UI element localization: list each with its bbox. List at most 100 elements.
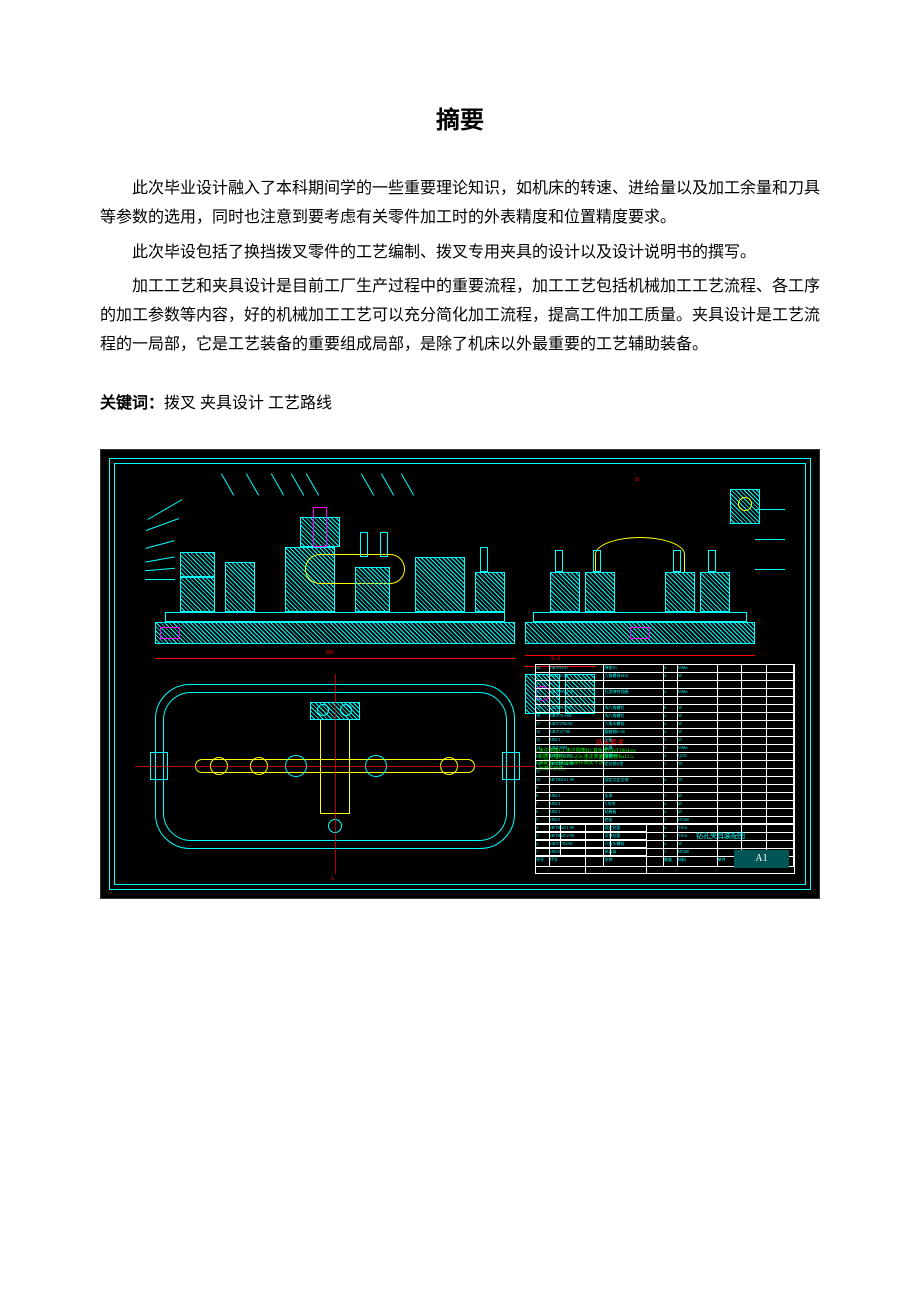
plan-tc2 bbox=[340, 704, 352, 716]
bom-cell: 15 bbox=[536, 737, 550, 744]
bom-cell: 垫圈10 bbox=[604, 753, 664, 760]
bom-cell bbox=[678, 769, 718, 776]
bom-cell: GB/T70.1-00 bbox=[550, 705, 605, 712]
bom-cell bbox=[718, 665, 743, 672]
bom-cell bbox=[604, 697, 664, 704]
bom-cell: 35 bbox=[678, 705, 718, 712]
bom-cell bbox=[550, 681, 605, 688]
view-side: B bbox=[525, 489, 755, 644]
bom-row: 9 bbox=[536, 785, 794, 793]
side-lead-2 bbox=[755, 539, 785, 540]
bom-cell: JJ82-1 bbox=[550, 737, 605, 744]
bom-cell bbox=[664, 697, 678, 704]
bom-cell: 2 bbox=[664, 713, 678, 720]
slot-l bbox=[160, 627, 180, 639]
bom-cell: 压板 bbox=[604, 737, 664, 744]
bom-cell: 内六角螺钉 bbox=[604, 713, 664, 720]
cad-frame-outer: 395 bbox=[109, 458, 811, 890]
tb-left-grid bbox=[536, 824, 646, 874]
side-bolt-4 bbox=[708, 550, 716, 572]
bom-cell: 2 bbox=[664, 801, 678, 808]
bom-cell bbox=[718, 681, 743, 688]
bom-cell: 35 bbox=[678, 721, 718, 728]
bom-cell: 1 bbox=[664, 761, 678, 768]
bom-cell: 4 bbox=[664, 753, 678, 760]
drawing-title: 钻孔夹具装配图 bbox=[647, 824, 794, 849]
bom-cell bbox=[678, 697, 718, 704]
bolt-2 bbox=[380, 532, 388, 557]
bom-cell: 六角头螺栓 bbox=[604, 721, 664, 728]
bom-cell: 2 bbox=[664, 689, 678, 696]
bom-cell bbox=[767, 673, 794, 680]
bom-cell: 11 bbox=[536, 769, 550, 776]
side-fork bbox=[595, 537, 685, 572]
bom-row: 21GB/T895.1-86孔用弹性挡圈265Mn bbox=[536, 689, 794, 697]
leader-11 bbox=[271, 473, 284, 495]
leader-9 bbox=[221, 473, 234, 495]
bom-cell bbox=[742, 737, 767, 744]
bom-cell: GB/T117-00 bbox=[550, 729, 605, 736]
bom-cell: 弹垫10 bbox=[604, 665, 664, 672]
bom-cell bbox=[767, 721, 794, 728]
side-lead-1 bbox=[755, 509, 785, 510]
abstract-para-3: 加工工艺和夹具设计是目前工厂生产过程中的重要流程，加工工艺包括机械加工工艺流程、… bbox=[100, 273, 820, 359]
bom-cell bbox=[678, 681, 718, 688]
bom-cell bbox=[742, 769, 767, 776]
keywords-row: 关键词：拨叉 夹具设计 工艺路线 bbox=[100, 390, 820, 419]
bom-cell: 六角螺母M10 bbox=[604, 673, 664, 680]
plan-dim-b: A bbox=[330, 876, 334, 882]
side-slot bbox=[630, 627, 650, 639]
bom-cell: 4 bbox=[664, 665, 678, 672]
bom-row: 23GB/T41-86六角螺母M10435 bbox=[536, 673, 794, 681]
base-plate bbox=[155, 622, 515, 644]
bom-cell bbox=[550, 785, 605, 792]
bom-row: 19GB/T70.1-00内六角螺钉835 bbox=[536, 705, 794, 713]
bom-cell bbox=[742, 785, 767, 792]
bom-cell: 65Mn bbox=[678, 745, 718, 752]
bom-cell bbox=[550, 769, 605, 776]
bom-cell: JB/T8014.1-99 bbox=[550, 777, 605, 784]
side-sup-2 bbox=[585, 572, 615, 612]
bom-row: 22 bbox=[536, 681, 794, 689]
bom-cell: 23 bbox=[536, 673, 550, 680]
dim-main bbox=[155, 658, 515, 659]
bom-cell: 8 bbox=[664, 705, 678, 712]
bom-cell bbox=[718, 753, 743, 760]
bom-cell bbox=[767, 705, 794, 712]
support-r1 bbox=[355, 567, 390, 612]
cad-drawing: 395 bbox=[100, 449, 820, 899]
support-l1 bbox=[180, 577, 215, 612]
bom-row: 16GB/T117-00圆锥销6×30235 bbox=[536, 729, 794, 737]
bom-cell: 65Mn bbox=[678, 665, 718, 672]
title-block-bottom: 钻孔夹具装配图 A1 bbox=[536, 823, 794, 873]
bom-cell bbox=[742, 713, 767, 720]
bom-cell: 2 bbox=[664, 729, 678, 736]
bom-cell: 45 bbox=[678, 737, 718, 744]
bom-cell bbox=[767, 809, 794, 816]
bom-cell bbox=[718, 729, 743, 736]
bom-cell: 24 bbox=[536, 665, 550, 672]
bom-cell: 45 bbox=[678, 809, 718, 816]
bom-cell: GB/T2089 bbox=[550, 745, 605, 752]
bom-row: 13GB/T97.1-85垫圈104Q235 bbox=[536, 753, 794, 761]
bom-cell bbox=[604, 769, 664, 776]
bom-cell bbox=[604, 785, 664, 792]
bom-cell bbox=[604, 681, 664, 688]
bom-row: 8JJ82-3支承145 bbox=[536, 793, 794, 801]
bom-cell bbox=[767, 737, 794, 744]
bom-cell bbox=[767, 753, 794, 760]
support-l2 bbox=[225, 562, 255, 612]
bom-cell: GB/T41-86 bbox=[550, 673, 605, 680]
bom-cell bbox=[718, 801, 743, 808]
bom-cell: 压簧 bbox=[604, 745, 664, 752]
bom-cell: 20 bbox=[536, 697, 550, 704]
bom-cell bbox=[718, 673, 743, 680]
bom-cell: T8 bbox=[678, 777, 718, 784]
sheet-size: A1 bbox=[734, 850, 789, 868]
bom-cell bbox=[718, 713, 743, 720]
leader-10 bbox=[246, 473, 259, 495]
leader-8 bbox=[147, 499, 182, 520]
bom-cell: GB/T93-87 bbox=[550, 665, 605, 672]
leader-16 bbox=[401, 473, 414, 495]
bom-cell: 12 bbox=[536, 761, 550, 768]
